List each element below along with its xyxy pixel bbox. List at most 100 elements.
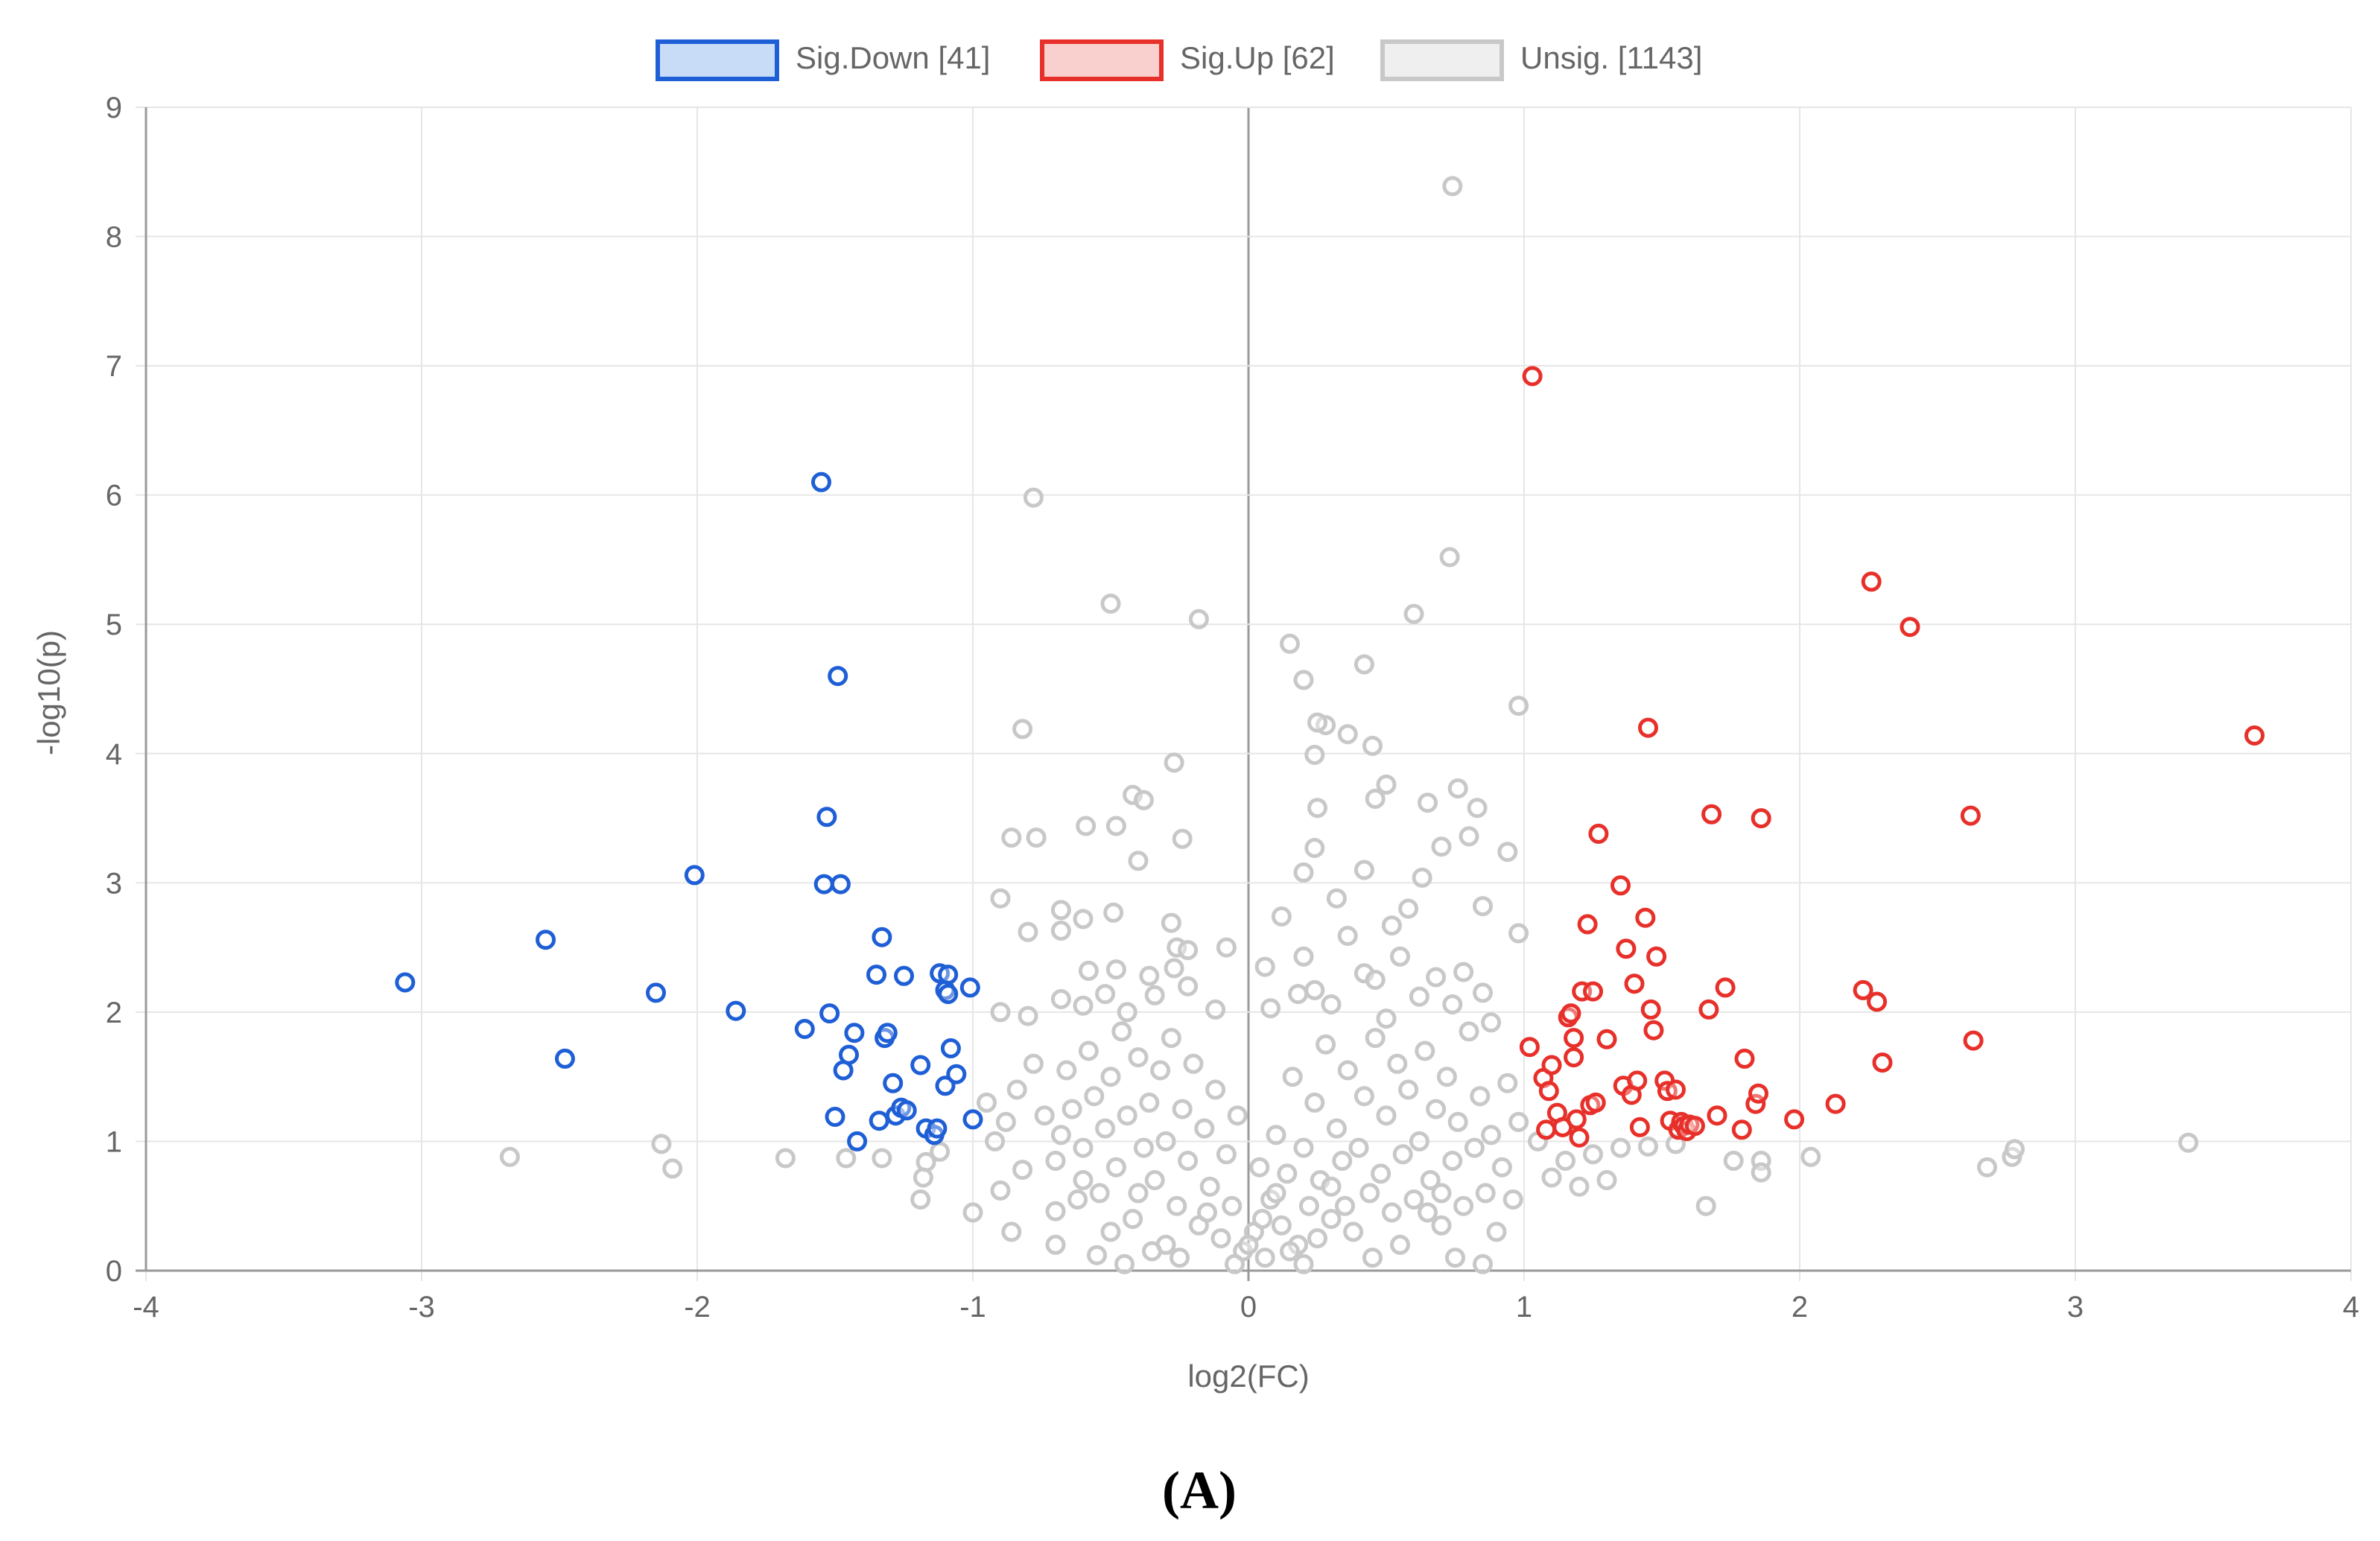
point-unsig	[1114, 1254, 1135, 1274]
point-up	[1616, 938, 1637, 959]
point-unsig	[1403, 1189, 1424, 1210]
point-up	[1734, 1048, 1755, 1069]
legend-swatch-sig-down	[656, 39, 779, 81]
point-unsig	[1298, 1195, 1319, 1216]
point-up	[1867, 991, 1888, 1012]
point-unsig	[2005, 1139, 2025, 1160]
point-unsig	[1337, 724, 1358, 745]
point-down	[847, 1131, 868, 1151]
point-unsig	[1026, 827, 1047, 848]
point-unsig	[1481, 1125, 1502, 1146]
point-unsig	[1596, 1170, 1617, 1190]
point-unsig	[1381, 1202, 1402, 1223]
point-up	[2244, 725, 2265, 746]
point-unsig	[1611, 1137, 1631, 1158]
point-unsig	[1508, 923, 1529, 944]
point-unsig	[499, 1146, 520, 1167]
point-up	[1751, 808, 1771, 829]
point-unsig	[1481, 1012, 1502, 1033]
point-unsig	[1304, 745, 1325, 765]
point-unsig	[1365, 970, 1386, 990]
point-unsig	[1491, 1157, 1512, 1178]
y-tick-label: 5	[106, 609, 122, 641]
point-unsig	[1089, 1183, 1110, 1204]
point-unsig	[1150, 1060, 1171, 1081]
point-unsig	[1354, 860, 1374, 880]
point-unsig	[1249, 1157, 1270, 1178]
point-up	[1701, 804, 1722, 824]
point-unsig	[1034, 1105, 1055, 1126]
point-unsig	[1426, 967, 1447, 988]
point-unsig	[1326, 888, 1347, 909]
legend-swatch-sig-up	[1040, 39, 1164, 81]
point-up	[1583, 981, 1603, 1002]
point-unsig	[1142, 1241, 1162, 1262]
point-unsig	[1387, 1053, 1408, 1074]
point-up	[1588, 823, 1609, 844]
point-up	[1585, 1092, 1606, 1113]
y-tick-label: 2	[106, 997, 122, 1029]
point-unsig	[1321, 1176, 1342, 1197]
point-unsig	[1178, 976, 1199, 997]
sig-up-series	[1519, 366, 2265, 1148]
point-unsig	[1050, 989, 1071, 1009]
point-unsig	[1307, 1228, 1327, 1249]
point-up	[1784, 1109, 1805, 1130]
point-unsig	[1418, 1202, 1438, 1223]
grid-lines	[136, 107, 2352, 1281]
point-unsig	[1321, 1209, 1342, 1230]
point-down	[726, 1000, 746, 1021]
x-tick-label: -3	[408, 1291, 435, 1324]
legend-item-sig-down[interactable]: Sig.Down [41]	[656, 39, 990, 81]
point-down	[839, 1044, 859, 1065]
point-unsig	[1502, 1189, 1523, 1210]
point-unsig	[1376, 1105, 1397, 1126]
point-up	[1640, 999, 1661, 1020]
point-unsig	[1133, 789, 1154, 810]
point-up	[1643, 1020, 1664, 1040]
point-up	[1707, 1105, 1727, 1126]
point-unsig	[1139, 1092, 1160, 1113]
y-tick-label: 8	[106, 221, 122, 254]
point-down	[554, 1048, 575, 1069]
point-unsig	[1508, 696, 1529, 717]
point-unsig	[962, 1202, 983, 1223]
point-down	[866, 965, 886, 985]
point-up	[1564, 1028, 1584, 1049]
legend-item-sig-up[interactable]: Sig.Up [62]	[1040, 39, 1335, 81]
point-unsig	[1418, 792, 1438, 813]
legend-label-unsig: Unsig. [1143]	[1520, 40, 1702, 75]
point-unsig	[1144, 985, 1165, 1005]
point-down	[927, 1118, 948, 1139]
point-up	[1872, 1052, 1893, 1073]
point-up	[1596, 1029, 1617, 1049]
point-unsig	[1348, 1137, 1369, 1158]
point-unsig	[1304, 979, 1325, 1000]
point-down	[938, 984, 959, 1005]
point-unsig	[1139, 965, 1160, 986]
x-tick-label: -4	[133, 1291, 159, 1324]
point-unsig	[977, 1092, 997, 1113]
point-unsig	[1144, 1170, 1165, 1190]
point-unsig	[1439, 547, 1460, 568]
legend-item-unsig[interactable]: Unsig. [1143]	[1380, 39, 1702, 81]
point-unsig	[1073, 995, 1094, 1016]
point-unsig	[1197, 1202, 1217, 1223]
point-unsig	[1073, 1137, 1094, 1158]
point-unsig	[1023, 1053, 1044, 1074]
point-unsig	[1470, 1086, 1491, 1107]
point-unsig	[1062, 1099, 1082, 1119]
point-unsig	[1100, 594, 1121, 614]
point-unsig	[1337, 1060, 1358, 1081]
point-down	[938, 965, 959, 985]
point-unsig	[1445, 1248, 1465, 1268]
y-tick-label: 6	[106, 480, 122, 512]
point-up	[1577, 914, 1598, 935]
y-tick-label: 0	[106, 1255, 122, 1288]
panel-label: (A)	[1162, 1461, 1237, 1520]
point-unsig	[910, 1189, 931, 1210]
point-unsig	[1800, 1146, 1821, 1167]
point-unsig	[1050, 1125, 1071, 1146]
point-unsig	[1293, 1137, 1314, 1158]
point-unsig	[1304, 1092, 1325, 1113]
